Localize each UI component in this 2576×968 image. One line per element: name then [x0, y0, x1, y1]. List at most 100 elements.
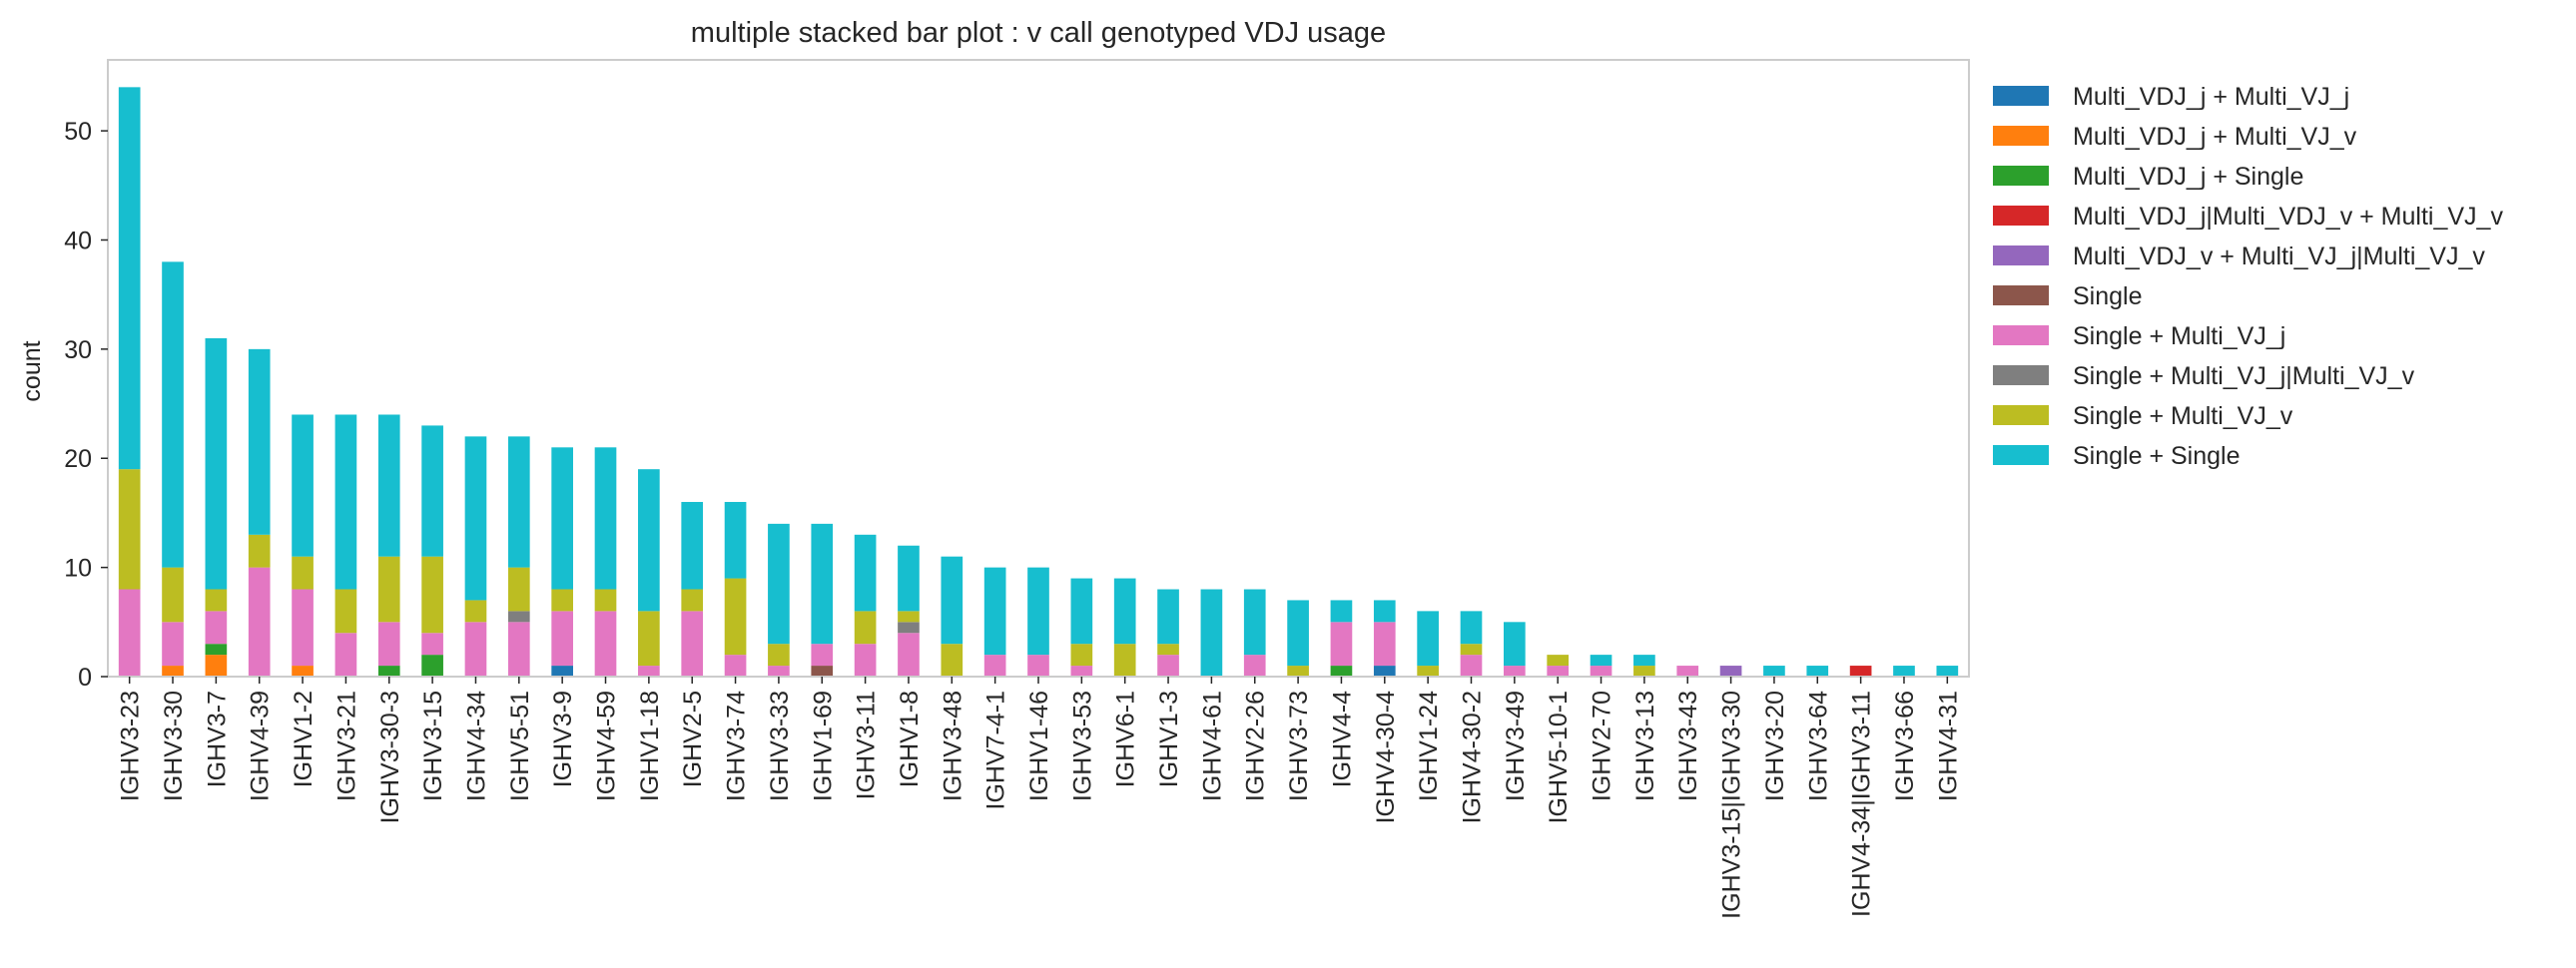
bar-segment-IGHV3-21-6: [334, 633, 357, 677]
bar-segment-IGHV4-30-2-9: [1460, 611, 1483, 645]
x-tick-label-IGHV3-15|IGHV3-30: IGHV3-15|IGHV3-30: [1718, 691, 1746, 919]
bar-segment-IGHV3-11-8: [854, 611, 877, 645]
bar-segment-IGHV4-4-9: [1330, 600, 1353, 623]
bar-segment-IGHV4-34-9: [464, 436, 487, 601]
x-tick-label-IGHV3-64: IGHV3-64: [1804, 691, 1832, 801]
bar-segment-IGHV2-70-9: [1590, 655, 1612, 667]
bar-segment-IGHV1-2-8: [292, 556, 314, 590]
x-tick-label-IGHV3-7: IGHV3-7: [203, 691, 231, 787]
bar-segment-IGHV3-9-8: [551, 589, 573, 612]
y-axis-ticks: 0 10 20 30 40 50: [64, 118, 108, 692]
legend-swatch-0: [1993, 86, 2049, 106]
y-tick-label-30: 30: [64, 336, 92, 364]
bar-segment-IGHV3-49-6: [1504, 666, 1526, 677]
bar-segment-IGHV4-30-2-6: [1460, 655, 1483, 677]
bar-segment-IGHV3-13-9: [1633, 655, 1655, 667]
bar-segment-IGHV1-69-9: [811, 523, 834, 645]
bar-segment-IGHV1-8-9: [898, 545, 920, 612]
x-tick-label-IGHV4-30-4: IGHV4-30-4: [1372, 691, 1400, 823]
bar-segment-IGHV4-39-9: [248, 348, 271, 535]
x-tick-label-IGHV2-5: IGHV2-5: [679, 691, 707, 787]
bar-segment-IGHV3-33-6: [768, 666, 790, 677]
bar-segment-IGHV3-74-9: [724, 501, 747, 579]
bar-segment-IGHV3-23-8: [118, 469, 141, 590]
x-tick-label-IGHV4-34|IGHV3-11: IGHV4-34|IGHV3-11: [1848, 691, 1876, 917]
bar-segment-IGHV3-7-2: [205, 644, 228, 656]
bar-segment-IGHV3-13-8: [1633, 666, 1655, 677]
bar-segment-IGHV2-5-8: [681, 589, 704, 612]
bar-segment-IGHV4-34|IGHV3-11-3: [1849, 666, 1872, 677]
bar-segment-IGHV4-59-8: [594, 589, 617, 612]
bar-segment-IGHV1-46-6: [1027, 655, 1049, 677]
legend-label-2: Multi_VDJ_j + Single: [2073, 163, 2303, 191]
x-tick-label-IGHV4-4: IGHV4-4: [1328, 691, 1356, 787]
bar-segment-IGHV5-51-7: [507, 611, 530, 623]
bar-segment-IGHV4-61-9: [1200, 589, 1223, 677]
x-tick-label-IGHV4-30-2: IGHV4-30-2: [1458, 691, 1486, 823]
bar-segment-IGHV3-15-2: [421, 655, 443, 677]
x-tick-label-IGHV4-59: IGHV4-59: [593, 691, 621, 801]
bar-segment-IGHV3-53-9: [1070, 578, 1093, 645]
bar-segment-IGHV2-26-9: [1243, 589, 1266, 656]
x-tick-label-IGHV3-30-3: IGHV3-30-3: [376, 691, 404, 823]
bar-segment-IGHV4-39-8: [248, 534, 271, 568]
x-tick-label-IGHV5-10-1: IGHV5-10-1: [1545, 691, 1573, 823]
bar-segment-IGHV4-34-8: [464, 600, 487, 623]
bar-segment-IGHV3-23-9: [118, 87, 141, 470]
x-tick-label-IGHV4-31: IGHV4-31: [1934, 691, 1962, 801]
x-tick-label-IGHV1-18: IGHV1-18: [636, 691, 664, 801]
y-tick-label-0: 0: [78, 664, 92, 692]
legend-label-3: Multi_VDJ_j|Multi_VDJ_v + Multi_VJ_v: [2073, 203, 2503, 231]
legend-swatch-2: [1993, 166, 2049, 186]
bar-segment-IGHV3-20-9: [1763, 666, 1785, 677]
bar-segment-IGHV2-5-6: [681, 611, 704, 677]
bar-segment-IGHV3-9-0: [551, 666, 573, 677]
bar-segment-IGHV3-30-9: [162, 261, 184, 568]
x-tick-label-IGHV3-11: IGHV3-11: [853, 691, 881, 799]
bar-segment-IGHV1-46-9: [1027, 567, 1049, 656]
bar-segment-IGHV3-21-8: [334, 589, 357, 634]
legend-swatch-7: [1993, 365, 2049, 385]
bar-segment-IGHV3-48-8: [941, 644, 964, 677]
bar-segment-IGHV3-7-9: [205, 337, 228, 590]
legend-label-1: Multi_VDJ_j + Multi_VJ_v: [2073, 123, 2357, 151]
bar-segment-IGHV3-7-1: [205, 655, 228, 677]
x-tick-label-IGHV3-53: IGHV3-53: [1068, 691, 1096, 801]
legend-swatch-8: [1993, 405, 2049, 425]
bar-segment-IGHV3-30-8: [162, 567, 184, 623]
legend-label-4: Multi_VDJ_v + Multi_VJ_j|Multi_VJ_v: [2073, 242, 2485, 270]
x-tick-label-IGHV4-61: IGHV4-61: [1198, 691, 1226, 801]
x-tick-label-IGHV3-33: IGHV3-33: [766, 691, 794, 801]
x-tick-label-IGHV4-39: IGHV4-39: [247, 691, 275, 801]
bar-segment-IGHV1-8-8: [898, 611, 920, 623]
bar-segment-IGHV4-30-4-9: [1373, 600, 1396, 623]
x-tick-label-IGHV5-51: IGHV5-51: [506, 691, 534, 801]
bar-segment-IGHV3-21-9: [334, 414, 357, 590]
bar-segment-IGHV3-15-8: [421, 556, 443, 634]
legend: Multi_VDJ_j + Multi_VJ_j Multi_VDJ_j + Mu…: [1993, 83, 2503, 470]
bars-group: [118, 87, 1959, 677]
legend-swatch-9: [1993, 445, 2049, 465]
bar-segment-IGHV1-8-7: [898, 622, 920, 634]
bar-segment-IGHV3-64-9: [1806, 666, 1829, 677]
x-tick-label-IGHV4-34: IGHV4-34: [462, 691, 490, 801]
x-tick-label-IGHV1-3: IGHV1-3: [1155, 691, 1183, 787]
bar-segment-IGHV3-73-8: [1287, 666, 1309, 677]
x-tick-label-IGHV3-48: IGHV3-48: [939, 691, 966, 801]
bar-segment-IGHV2-70-6: [1590, 666, 1612, 677]
bar-segment-IGHV3-30-6: [162, 622, 184, 667]
bar-segment-IGHV1-69-5: [811, 666, 834, 677]
bar-segment-IGHV3-33-9: [768, 523, 790, 645]
y-tick-label-10: 10: [64, 555, 92, 583]
bar-segment-IGHV3-9-6: [551, 611, 573, 667]
bar-segment-IGHV1-24-9: [1417, 611, 1439, 667]
bar-segment-IGHV4-59-6: [594, 611, 617, 677]
bar-segment-IGHV1-8-6: [898, 633, 920, 677]
bar-segment-IGHV2-26-6: [1243, 655, 1266, 677]
legend-swatch-6: [1993, 325, 2049, 345]
bar-segment-IGHV7-4-1-9: [983, 567, 1006, 656]
bar-segment-IGHV5-10-1-6: [1547, 666, 1570, 677]
bar-segment-IGHV3-49-9: [1504, 622, 1526, 667]
bar-segment-IGHV3-30-3-6: [377, 622, 400, 667]
bar-segment-IGHV6-1-8: [1113, 644, 1136, 677]
